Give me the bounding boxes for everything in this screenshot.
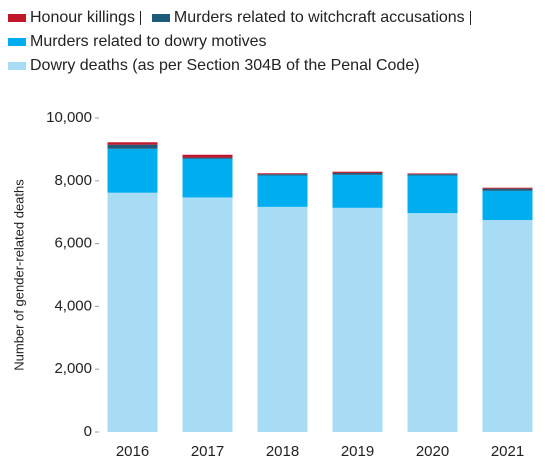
bar-segment [407, 213, 458, 432]
y-tick-label: 6,000 [54, 235, 92, 252]
legend-item: Murders related to dowry motives [8, 33, 267, 50]
bar-segment [107, 148, 158, 193]
y-tick-label: 8,000 [54, 172, 92, 189]
bar-segment [407, 173, 458, 175]
bar-segment [257, 173, 308, 175]
legend-separator [139, 10, 142, 25]
y-axis-label: Number of gender-related deaths [11, 179, 26, 371]
x-tick-label: 2020 [416, 443, 449, 460]
x-tick-label: 2018 [266, 443, 299, 460]
bar-segment [107, 142, 158, 145]
bar-segment [482, 220, 533, 432]
legend-swatch [8, 13, 26, 22]
bar-segment [332, 207, 383, 432]
bar-segment [182, 157, 233, 159]
bar-segment [332, 171, 383, 173]
bar-segment [482, 187, 533, 189]
bar-segment [257, 206, 308, 432]
bar-segment [182, 154, 233, 158]
bar-segment [182, 197, 233, 432]
bar-segment [257, 174, 308, 176]
y-tick-label: 4,000 [54, 297, 92, 314]
legend-label: Dowry deaths (as per Section 304B of the… [30, 57, 420, 74]
bar-segment [107, 144, 158, 149]
legend-swatch [151, 13, 170, 22]
x-tick-label: 2019 [341, 443, 374, 460]
x-tick-label: 2016 [116, 443, 149, 460]
bar-segment [407, 174, 458, 176]
bar-segment [482, 188, 533, 191]
bar-segment [332, 172, 383, 175]
legend-label: Honour killings [30, 9, 135, 26]
x-tick-label: 2017 [191, 443, 224, 460]
legend-swatch [8, 37, 26, 46]
bar-segment [182, 158, 233, 198]
bar-segment [257, 175, 308, 207]
y-tick-label: 10,000 [46, 109, 92, 126]
legend-item: Honour killings [8, 9, 135, 26]
bar-segment [332, 174, 383, 208]
legend: Honour killings Murders related to witch… [8, 6, 528, 78]
bar-segment [407, 175, 458, 214]
bar-segment [107, 192, 158, 432]
legend-separator [469, 10, 472, 25]
legend-label: Murders related to dowry motives [30, 33, 267, 50]
legend-item: Dowry deaths (as per Section 304B of the… [8, 57, 420, 74]
legend-item: Murders related to witchcraft accusation… [151, 9, 465, 26]
bar-segment [482, 190, 533, 221]
legend-swatch [8, 61, 26, 70]
legend-label: Murders related to witchcraft accusation… [173, 9, 465, 26]
y-tick-label: 2,000 [54, 360, 92, 377]
x-tick-label: 2021 [491, 443, 524, 460]
y-tick-label: 0 [84, 423, 92, 440]
